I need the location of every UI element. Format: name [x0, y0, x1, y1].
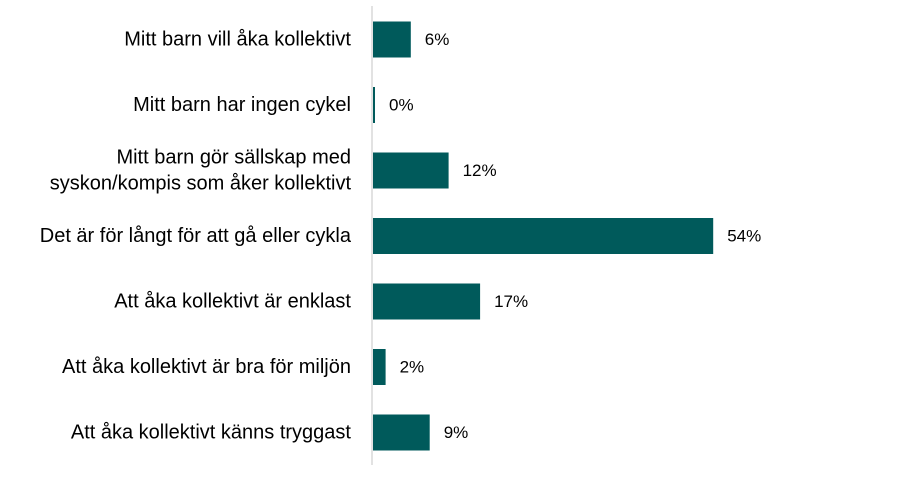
bar-value-label: 6%	[425, 30, 450, 49]
category-label: Mitt barn vill åka kollektivt	[124, 29, 351, 51]
bar-value-label: 17%	[494, 292, 528, 311]
category-label: Det är för långt för att gå eller cykla	[40, 225, 352, 247]
bar	[373, 218, 714, 254]
bars-group	[373, 21, 714, 451]
category-label: Att åka kollektivt känns tryggast	[71, 422, 352, 444]
category-label: Att åka kollektivt är bra för miljön	[62, 356, 351, 378]
bar	[373, 414, 430, 451]
bar	[373, 21, 411, 58]
bar-value-label: 2%	[400, 358, 425, 377]
bar-value-label: 12%	[463, 161, 497, 180]
bar-value-label: 9%	[444, 423, 469, 442]
category-label: Mitt barn har ingen cykel	[133, 94, 351, 116]
bar-value-label: 54%	[727, 227, 761, 246]
bar	[373, 283, 481, 320]
category-labels-group: Mitt barn vill åka kollektivt Mitt barn h…	[40, 29, 352, 444]
bar	[373, 349, 386, 385]
bar-value-label: 0%	[389, 96, 414, 115]
bar	[373, 87, 375, 123]
bar	[373, 152, 449, 189]
category-label: Att åka kollektivt är enklast	[114, 291, 351, 313]
category-label: Mitt barn gör sällskap med syskon/kompis …	[50, 147, 352, 195]
value-labels-group: 6% 0% 12% 54% 17% 2% 9%	[389, 30, 761, 442]
